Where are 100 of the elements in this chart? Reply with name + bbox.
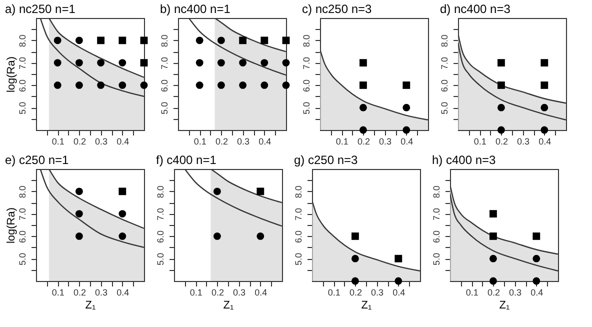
point xyxy=(260,36,268,44)
x-tick-label: 0.2 xyxy=(487,288,500,298)
point xyxy=(118,82,126,89)
y-axis-title: log(Ra) xyxy=(6,207,18,244)
y-tick-label: 7.0 xyxy=(18,208,28,221)
point xyxy=(54,36,62,44)
y-tick-label: 7.0 xyxy=(432,208,442,221)
point xyxy=(402,104,410,112)
point xyxy=(97,36,105,44)
y-tick-label: 6.0 xyxy=(160,79,170,92)
y-tick-label: 5.0 xyxy=(440,102,450,114)
chart-title: f) c400 n=1 xyxy=(156,153,217,167)
x-tick-label: 0.1 xyxy=(52,288,64,298)
x-tick-label: 0.2 xyxy=(73,136,86,146)
point xyxy=(489,254,497,262)
point xyxy=(54,82,62,89)
y-tick-label: 6.0 xyxy=(432,230,442,243)
point xyxy=(118,210,126,218)
point xyxy=(359,81,367,89)
point xyxy=(260,59,268,66)
y-tick-label: 5.0 xyxy=(18,102,28,114)
point xyxy=(196,82,204,89)
point xyxy=(196,36,204,44)
point xyxy=(540,126,548,134)
point xyxy=(118,59,126,66)
x-tick-label: 0.3 xyxy=(237,136,250,146)
y-tick-label: 6.0 xyxy=(440,79,450,92)
point xyxy=(140,59,148,67)
point xyxy=(489,210,497,218)
x-tick-label: 0.2 xyxy=(495,136,508,146)
x-tick-label: 0.2 xyxy=(215,136,228,146)
x-tick-label: 0.3 xyxy=(379,136,392,146)
x-tick-label: 0.1 xyxy=(466,288,478,298)
point xyxy=(196,59,204,66)
point xyxy=(532,254,540,262)
y-tick-label: 8.0 xyxy=(18,186,28,198)
point xyxy=(402,126,410,134)
point xyxy=(351,277,359,285)
x-tick-label: 0.3 xyxy=(95,288,108,298)
y-tick-label: 6.0 xyxy=(18,79,28,92)
point xyxy=(217,59,225,66)
point xyxy=(540,81,548,89)
point xyxy=(97,82,105,89)
point xyxy=(394,254,402,262)
point xyxy=(497,104,505,112)
point xyxy=(239,82,247,89)
y-tick-label: 8.0 xyxy=(156,186,166,198)
y-tick-label: 7.0 xyxy=(302,57,312,70)
y-axis-title: log(Ra) xyxy=(6,56,18,93)
x-tick-label: 0.1 xyxy=(52,136,64,146)
point xyxy=(351,232,359,240)
point xyxy=(260,82,268,89)
x-tick-label: 0.3 xyxy=(509,288,522,298)
point xyxy=(540,59,548,67)
point xyxy=(118,36,126,44)
x-tick-label: 0.1 xyxy=(336,136,348,146)
point xyxy=(497,59,505,67)
point xyxy=(97,59,105,66)
point xyxy=(497,126,505,134)
point xyxy=(217,82,225,89)
chart-title: b) nc400 n=1 xyxy=(160,2,231,16)
x-tick-label: 0.3 xyxy=(95,136,108,146)
y-tick-label: 6.0 xyxy=(18,230,28,243)
point xyxy=(351,254,359,262)
x-tick-label: 0.2 xyxy=(73,288,86,298)
x-tick-label: 0.3 xyxy=(371,288,384,298)
x-tick-label: 0.4 xyxy=(400,136,414,146)
point xyxy=(359,126,367,134)
point xyxy=(540,104,548,112)
x-tick-label: 0.4 xyxy=(254,288,268,298)
y-tick-label: 7.0 xyxy=(160,57,170,70)
y-tick-label: 5.0 xyxy=(432,252,442,266)
y-tick-label: 5.0 xyxy=(160,102,170,114)
x-tick-label: 0.4 xyxy=(116,288,130,298)
point xyxy=(75,232,83,240)
y-tick-label: 7.0 xyxy=(294,208,304,221)
point xyxy=(75,59,83,66)
point xyxy=(394,277,402,285)
point xyxy=(75,210,83,218)
y-tick-label: 5.0 xyxy=(302,102,312,114)
x-axis-title: Z₁ xyxy=(85,300,96,312)
x-tick-label: 0.4 xyxy=(530,288,544,298)
x-tick-label: 0.4 xyxy=(538,136,552,146)
point xyxy=(118,188,126,196)
x-tick-label: 0.2 xyxy=(357,136,370,146)
point xyxy=(532,232,540,240)
x-tick-label: 0.3 xyxy=(517,136,530,146)
y-tick-label: 8.0 xyxy=(302,34,312,48)
x-tick-label: 0.2 xyxy=(211,288,224,298)
y-tick-label: 7.0 xyxy=(156,208,166,221)
y-tick-label: 5.0 xyxy=(156,252,166,266)
point xyxy=(359,104,367,112)
x-axis-title: Z₁ xyxy=(361,300,372,312)
point xyxy=(75,188,83,196)
point xyxy=(359,59,367,67)
y-tick-label: 5.0 xyxy=(18,252,28,266)
point xyxy=(140,36,148,44)
x-tick-label: 0.1 xyxy=(194,136,206,146)
chart-title: a) nc250 n=1 xyxy=(5,2,76,16)
x-tick-label: 0.4 xyxy=(258,136,272,146)
